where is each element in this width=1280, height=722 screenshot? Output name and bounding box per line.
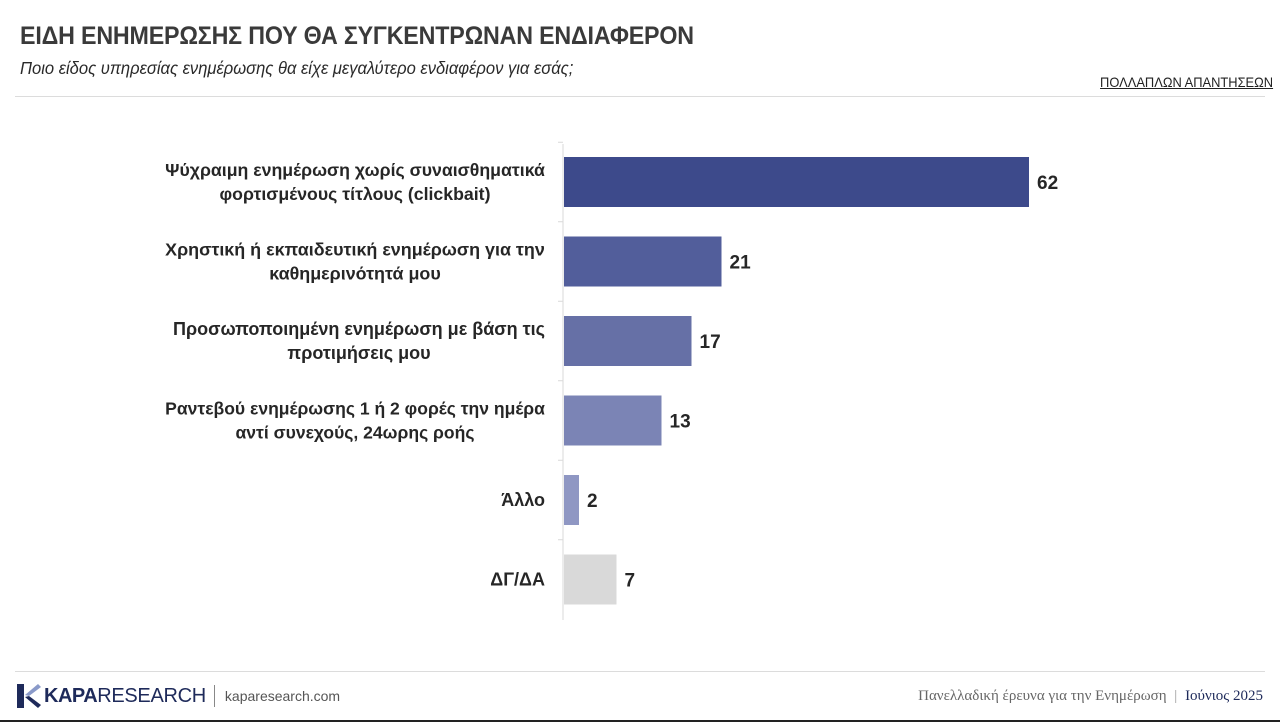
bar-value-label: 2 [587, 491, 598, 512]
bar-5 [564, 475, 579, 525]
survey-date: Ιούνιος 2025 [1185, 688, 1263, 704]
category-label-line: καθημερινότητά μου [269, 263, 441, 283]
footer-divider [15, 671, 1265, 672]
page-subtitle: Ποιο είδος υπηρεσίας ενημέρωσης θα είχε … [20, 58, 574, 78]
category-label: Χρηστική ή εκπαιδευτική ενημέρωση για τη… [165, 239, 545, 283]
category-label-line: Ραντεβού ενημέρωσης 1 ή 2 φορές την ημέρ… [165, 398, 545, 418]
bar-value-label: 17 [700, 332, 721, 353]
kapa-logo-icon [17, 684, 41, 708]
category-label-line: προτιμήσεις μου [287, 343, 430, 363]
category-label: Προσωποποιημένη ενημέρωση με βάση τις προ… [173, 319, 545, 363]
bar-value-label: 21 [730, 253, 752, 274]
page-bottom-border [0, 720, 1280, 722]
category-label: Άλλο [501, 490, 545, 510]
bar-value-label: 13 [670, 412, 691, 433]
brand-divider [213, 685, 215, 707]
bar-value-label: 62 [1037, 173, 1058, 194]
category-label-line: Προσωποποιημένη ενημέρωση με βάση τις [173, 319, 545, 339]
header-divider [15, 96, 1265, 97]
brand-name-light: RESEARCH [97, 684, 206, 707]
bar-value-label: 7 [625, 571, 636, 592]
survey-name: Πανελλαδική έρευνα για την Ενημέρωση [918, 688, 1167, 704]
survey-separator: | [1174, 688, 1178, 704]
category-label-line: Άλλο [501, 490, 545, 510]
brand-name-bold: KAPA [44, 684, 98, 707]
brand-logo: KAPA RESEARCH kaparesearch.com [16, 683, 340, 709]
category-label-line: Ψύχραιμη ενημέρωση χωρίς συναισθηματικά [165, 160, 545, 180]
bar-6 [564, 554, 617, 605]
bar-3 [564, 316, 692, 366]
category-label: ΔΓ/ΔΑ [490, 570, 545, 590]
brand-url: kaparesearch.com [224, 688, 341, 704]
bar-1 [564, 157, 1029, 207]
bar-4 [564, 395, 662, 446]
page-title: ΕΙΔΗ ΕΝΗΜΕΡΩΣΗΣ ΠΟΥ ΘΑ ΣΥΓΚΕΝΤΡΩΝΑΝ ΕΝΔΙ… [20, 22, 694, 50]
survey-info: Πανελλαδική έρευνα για την Ενημέρωση | Ι… [918, 688, 1263, 705]
bar-2 [564, 236, 722, 287]
category-label-line: φορτισμένους τίτλους (clickbait) [220, 184, 491, 204]
category-label-line: αντί συνεχούς, 24ωρης ροής [236, 422, 475, 442]
multiple-answers-note: ΠΟΛΛΑΠΛΩΝ ΑΠΑΝΤΗΣΕΩΝ [1099, 74, 1273, 90]
category-label-line: ΔΓ/ΔΑ [490, 570, 545, 590]
category-label: Ψύχραιμη ενημέρωση χωρίς συναισθηματικά φ… [165, 160, 545, 204]
category-label: Ραντεβού ενημέρωσης 1 ή 2 φορές την ημέρ… [165, 398, 545, 442]
category-label-line: Χρηστική ή εκπαιδευτική ενημέρωση για τη… [165, 239, 545, 259]
